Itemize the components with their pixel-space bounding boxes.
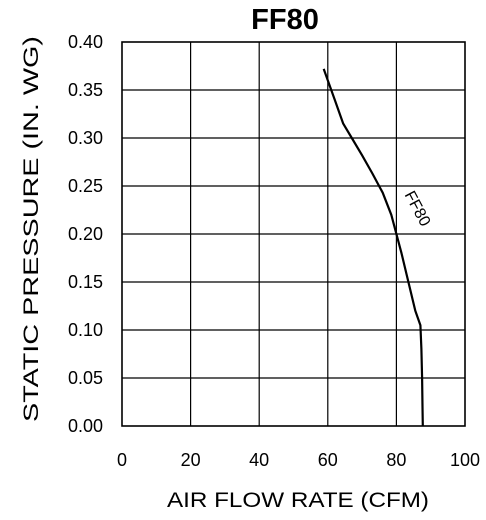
y-tick-label: 0.25 <box>68 176 103 196</box>
y-tick-labels: 0.00 0.05 0.10 0.15 0.20 0.25 0.30 0.35 0.40 <box>68 32 103 436</box>
x-tick-labels: 0 20 40 60 80 100 <box>117 450 480 470</box>
chart-title: FF80 <box>251 4 319 36</box>
x-tick-label: 100 <box>450 450 480 470</box>
x-axis-label: AIR FLOW RATE (CFM) <box>167 489 429 512</box>
y-tick-label: 0.35 <box>68 80 103 100</box>
grid <box>122 42 465 426</box>
y-axis-label: STATIC PRESSURE (IN. WG) <box>20 36 43 422</box>
y-tick-label: 0.30 <box>68 128 103 148</box>
y-tick-label: 0.10 <box>68 320 103 340</box>
y-tick-label: 0.40 <box>68 32 103 52</box>
x-tick-label: 40 <box>249 450 269 470</box>
y-tick-label: 0.00 <box>68 416 103 436</box>
series-layer: FF80 <box>322 68 434 427</box>
series-line <box>322 68 424 427</box>
y-tick-label: 0.15 <box>68 272 103 292</box>
x-tick-label: 60 <box>318 450 338 470</box>
x-tick-label: 80 <box>386 450 406 470</box>
y-tick-label: 0.20 <box>68 224 103 244</box>
x-tick-label: 0 <box>117 450 127 470</box>
plot-frame <box>121 41 466 427</box>
x-tick-label: 20 <box>181 450 201 470</box>
series-label: FF80 <box>401 188 434 229</box>
y-tick-label: 0.05 <box>68 368 103 388</box>
